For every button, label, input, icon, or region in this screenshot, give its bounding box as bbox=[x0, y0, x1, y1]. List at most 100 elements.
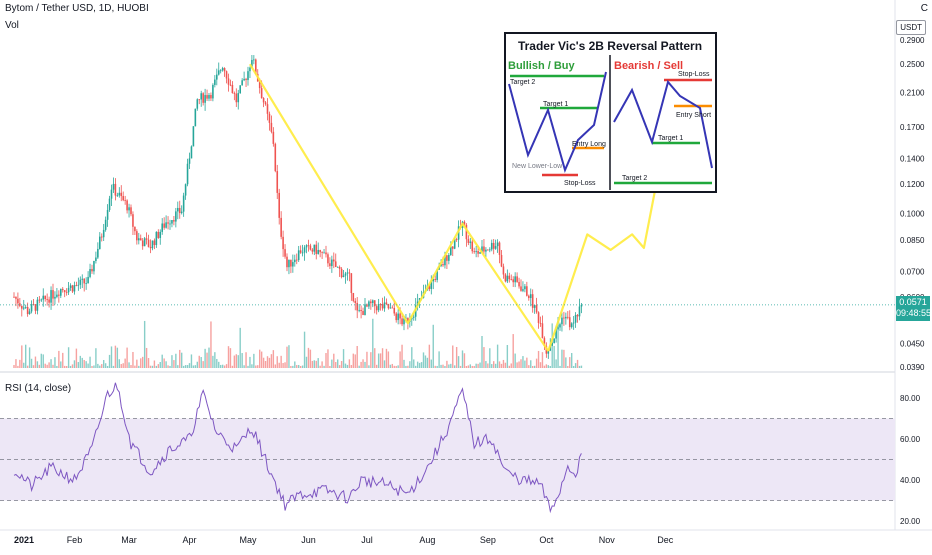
candle-body bbox=[504, 274, 507, 282]
volume-bar bbox=[190, 354, 193, 368]
currency-badge[interactable]: USDT bbox=[896, 20, 926, 35]
volume-bar bbox=[569, 357, 571, 368]
volume-bar bbox=[56, 365, 58, 368]
volume-bar bbox=[463, 353, 466, 368]
volume-bar bbox=[372, 318, 374, 368]
volume-bar bbox=[151, 365, 154, 368]
candle-body bbox=[278, 192, 280, 218]
candle-body bbox=[498, 242, 501, 255]
volume-bar bbox=[395, 365, 397, 368]
candle-body bbox=[430, 281, 433, 289]
candle-body bbox=[506, 275, 509, 282]
volume-bar bbox=[321, 361, 323, 368]
volume-bar bbox=[52, 364, 54, 368]
volume-bar bbox=[559, 365, 561, 368]
volume-bar bbox=[95, 348, 97, 368]
bear-stop-label: Stop-Loss bbox=[678, 71, 710, 78]
candle-body bbox=[159, 231, 162, 238]
volume-bar bbox=[161, 354, 163, 368]
candle-body bbox=[288, 259, 290, 268]
volume-bar bbox=[535, 358, 538, 368]
candle-body bbox=[572, 322, 575, 324]
volume-bar bbox=[401, 344, 403, 368]
volume-bar bbox=[186, 365, 189, 368]
candle-body bbox=[366, 304, 368, 307]
volume-bar bbox=[262, 357, 265, 368]
candle-body bbox=[387, 303, 390, 309]
candle-body bbox=[528, 295, 530, 299]
candle-body bbox=[448, 254, 450, 261]
candle-body bbox=[214, 79, 216, 85]
candle-body bbox=[531, 294, 534, 308]
candle-body bbox=[524, 286, 526, 290]
candle-body bbox=[280, 217, 282, 237]
candle-body bbox=[446, 255, 448, 261]
volume-bar bbox=[196, 361, 198, 368]
candle-body bbox=[171, 220, 173, 224]
candle-body bbox=[547, 350, 550, 354]
candle-body bbox=[260, 88, 263, 99]
candle-body bbox=[97, 248, 99, 258]
candle-body bbox=[54, 296, 56, 299]
price-tick-label: 0.1400 bbox=[900, 155, 925, 164]
candle-body bbox=[196, 99, 199, 109]
candle-body bbox=[467, 239, 470, 243]
candle-body bbox=[188, 158, 191, 164]
volume-bar bbox=[91, 365, 93, 368]
rsi-tick-label: 20.00 bbox=[900, 517, 921, 526]
candle-body bbox=[190, 146, 193, 159]
candle-body bbox=[537, 312, 540, 323]
volume-bar bbox=[561, 349, 563, 368]
candle-body bbox=[494, 246, 497, 249]
candle-body bbox=[241, 80, 243, 86]
volume-bar bbox=[563, 349, 565, 368]
candle-body bbox=[56, 294, 58, 297]
volume-bar bbox=[368, 365, 370, 368]
candle-body bbox=[444, 255, 446, 266]
volume-bar bbox=[418, 362, 421, 368]
candle-body bbox=[520, 286, 522, 291]
candle-body bbox=[134, 226, 136, 232]
volume-bar bbox=[403, 359, 405, 368]
candle-body bbox=[401, 318, 403, 325]
volume-bar bbox=[124, 358, 126, 368]
volume-bar bbox=[120, 364, 122, 368]
volume-bar bbox=[237, 355, 239, 368]
candle-body bbox=[541, 323, 544, 339]
volume-bar bbox=[301, 365, 304, 368]
price-tick-label: 0.0850 bbox=[900, 236, 925, 245]
volume-bar bbox=[270, 354, 273, 368]
candle-body bbox=[210, 95, 212, 99]
corner-glyph[interactable]: C bbox=[920, 3, 928, 14]
volume-bar bbox=[130, 365, 132, 368]
candle-body bbox=[15, 296, 17, 299]
volume-bar bbox=[461, 350, 464, 368]
volume-bar bbox=[104, 363, 107, 368]
volume-bar bbox=[547, 365, 549, 368]
volume-bar bbox=[409, 361, 411, 368]
volume-bar bbox=[44, 363, 46, 368]
candle-body bbox=[432, 279, 435, 282]
candle-body bbox=[19, 303, 21, 306]
candle-body bbox=[17, 298, 19, 304]
candle-body bbox=[375, 306, 378, 311]
volume-bar bbox=[543, 365, 546, 368]
volume-bar bbox=[208, 347, 210, 368]
candle-body bbox=[46, 298, 48, 300]
volume-bar bbox=[498, 361, 501, 368]
volume-bar bbox=[352, 353, 354, 368]
volume-bar bbox=[251, 364, 253, 368]
candle-body bbox=[323, 252, 325, 254]
volume-bar bbox=[73, 360, 76, 368]
candle-body bbox=[153, 240, 156, 246]
candle-body bbox=[28, 311, 31, 315]
volume-bar bbox=[280, 355, 282, 368]
volume-bar bbox=[440, 364, 442, 368]
volume-bar bbox=[142, 356, 144, 368]
volume-bar bbox=[516, 362, 518, 368]
volume-bar bbox=[15, 359, 17, 368]
volume-bar bbox=[485, 361, 487, 368]
volume-bar bbox=[99, 365, 101, 368]
volume-bar bbox=[202, 361, 204, 368]
